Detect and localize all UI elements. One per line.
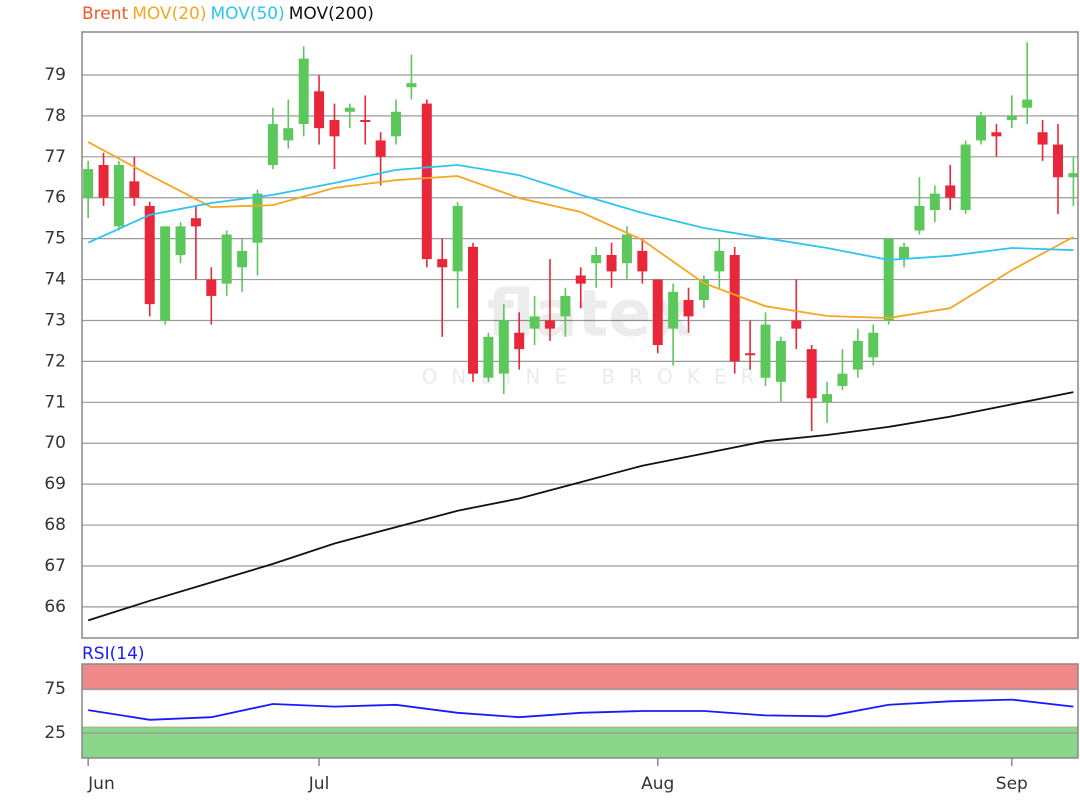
y-tick-label: 76	[44, 188, 66, 208]
candle-body	[899, 246, 910, 260]
candle-body	[683, 300, 694, 317]
x-tick-label: Jun	[87, 774, 115, 794]
candle-body	[945, 185, 956, 198]
candle-body	[883, 238, 894, 321]
legend-entry: MOV(50)	[210, 4, 284, 24]
candle-body	[822, 394, 833, 403]
candle-body	[113, 164, 124, 227]
legend-entry: MOV(200)	[289, 4, 374, 24]
candle-body	[929, 193, 940, 210]
candle-body	[452, 205, 463, 272]
moving-average-line	[87, 391, 1074, 622]
candle-body	[868, 332, 879, 358]
plot-frame	[81, 31, 1079, 639]
candle-body	[1037, 132, 1048, 145]
moving-average-line	[87, 164, 1074, 261]
candle-body	[1022, 99, 1033, 108]
candle-body	[621, 234, 632, 264]
candle-body	[483, 336, 494, 378]
candle-body	[406, 83, 417, 88]
y-tick-label: 69	[44, 474, 66, 494]
x-tick-label: Jul	[308, 774, 330, 794]
candle-body	[591, 255, 602, 264]
candle-body	[745, 353, 756, 356]
candle-body	[1052, 144, 1063, 178]
candle-body	[190, 218, 201, 227]
candle-body	[314, 91, 325, 129]
candle-body	[914, 205, 925, 231]
candle-body	[637, 250, 648, 272]
rsi-band	[81, 663, 1079, 691]
candle-body	[960, 144, 971, 210]
y-tick-label: 67	[44, 556, 66, 576]
candle-body	[83, 169, 94, 198]
candle-body	[575, 275, 586, 284]
y-tick-label: 77	[44, 147, 66, 167]
y-tick-label: 25	[44, 723, 66, 743]
legend-entry: Brent	[82, 4, 129, 24]
candle-body	[544, 320, 555, 329]
candle-body	[791, 320, 802, 329]
candle-body	[560, 295, 571, 317]
candle-body	[252, 193, 263, 243]
y-tick-label: 75	[44, 679, 66, 699]
candle-body	[714, 250, 725, 272]
y-tick-label: 78	[44, 106, 66, 126]
candle-body	[775, 340, 786, 382]
candle-body	[267, 124, 278, 165]
candle-body	[529, 316, 540, 329]
y-tick-label: 79	[44, 65, 66, 85]
candle-body	[729, 255, 740, 362]
candle-body	[514, 332, 525, 350]
rsi-band	[81, 726, 1079, 759]
candle-body	[360, 119, 371, 123]
y-tick-label: 71	[44, 392, 66, 412]
candle-body	[329, 119, 340, 137]
moving-average-line	[87, 141, 1074, 319]
candle-body	[606, 255, 617, 272]
legend-entry: MOV(20)	[132, 4, 206, 24]
candle-body	[760, 324, 771, 378]
y-tick-label: 72	[44, 351, 66, 371]
candle-body	[375, 140, 386, 157]
candle-body	[1006, 115, 1017, 120]
candle-body	[498, 320, 509, 374]
candle-body	[298, 58, 309, 125]
rsi-line	[88, 698, 1074, 721]
candle-body	[129, 181, 140, 198]
candle-body	[991, 132, 1002, 137]
candle-body	[668, 291, 679, 329]
candle-body	[421, 103, 432, 260]
candle-body	[221, 234, 232, 284]
candle-body	[1068, 173, 1079, 178]
candle-body	[237, 250, 248, 268]
candle-body	[98, 164, 109, 198]
candle-body	[837, 373, 848, 386]
candle-body	[160, 226, 171, 321]
candle-body	[976, 115, 987, 141]
candle-body	[698, 279, 709, 301]
candle-body	[283, 128, 294, 141]
candle-body	[468, 246, 479, 374]
x-tick-label: Sep	[996, 774, 1028, 794]
candle-body	[344, 107, 355, 112]
candle-body	[806, 349, 817, 399]
candle-body	[391, 111, 402, 137]
x-tick-label: Aug	[641, 774, 674, 794]
candle-body	[144, 205, 155, 305]
y-tick-label: 74	[44, 270, 66, 290]
y-tick-label: 73	[44, 310, 66, 330]
plot-frame	[81, 663, 1079, 759]
candle-body	[852, 340, 863, 370]
candle-body	[175, 226, 186, 256]
y-tick-label: 68	[44, 515, 66, 535]
candle-body	[206, 279, 217, 296]
y-tick-label: 66	[44, 597, 66, 617]
candle-body	[437, 259, 448, 268]
y-tick-label: 70	[44, 433, 66, 453]
y-tick-label: 75	[44, 229, 66, 249]
candle-body	[652, 279, 663, 346]
panel-title: RSI(14)	[82, 644, 145, 664]
